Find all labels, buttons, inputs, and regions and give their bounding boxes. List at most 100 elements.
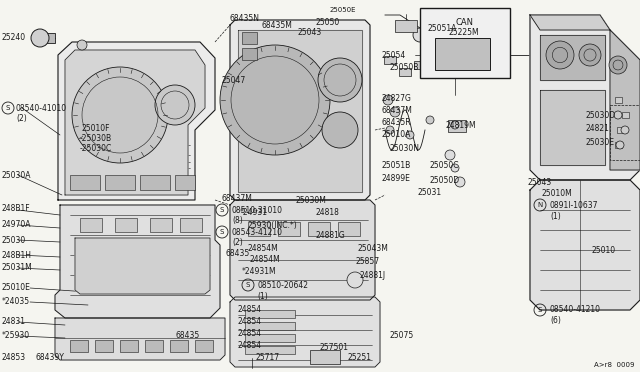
- Polygon shape: [530, 15, 640, 180]
- Text: 24881J: 24881J: [360, 270, 386, 279]
- Text: 08510-20642: 08510-20642: [257, 280, 308, 289]
- Text: 24821: 24821: [585, 124, 609, 132]
- Bar: [338, 222, 360, 236]
- Text: 08510-31010: 08510-31010: [232, 205, 283, 215]
- Circle shape: [445, 150, 455, 160]
- Circle shape: [609, 56, 627, 74]
- Text: 25225M: 25225M: [449, 28, 479, 36]
- Bar: [610, 105, 640, 160]
- Text: -25030B: -25030B: [80, 134, 112, 142]
- Bar: [70, 175, 100, 190]
- Text: 25054: 25054: [382, 51, 406, 60]
- Bar: [150, 218, 172, 232]
- Polygon shape: [55, 205, 220, 318]
- Polygon shape: [530, 15, 610, 30]
- Polygon shape: [540, 35, 605, 80]
- Bar: [622, 112, 629, 118]
- Text: 68435R: 68435R: [382, 118, 412, 126]
- Circle shape: [616, 141, 624, 149]
- Bar: [175, 175, 195, 190]
- Bar: [617, 127, 624, 133]
- Bar: [180, 218, 202, 232]
- Text: 25930(INC.*): 25930(INC.*): [248, 221, 298, 230]
- Text: 24881G: 24881G: [315, 231, 345, 240]
- Circle shape: [347, 272, 363, 288]
- Text: 25050: 25050: [315, 17, 339, 26]
- Text: *25930: *25930: [2, 331, 30, 340]
- Bar: [435, 38, 490, 70]
- Circle shape: [220, 45, 330, 155]
- Text: (1): (1): [550, 212, 561, 221]
- Text: S: S: [220, 229, 224, 235]
- Polygon shape: [230, 200, 375, 300]
- Text: 24819M: 24819M: [445, 121, 476, 129]
- Text: 08540-41010: 08540-41010: [16, 103, 67, 112]
- Polygon shape: [530, 180, 640, 310]
- Circle shape: [318, 58, 362, 102]
- Text: *24035: *24035: [2, 298, 30, 307]
- Text: 25031: 25031: [418, 187, 442, 196]
- Text: 25857: 25857: [355, 257, 379, 266]
- Text: *24931M: *24931M: [242, 267, 276, 276]
- Bar: [310, 350, 340, 364]
- Bar: [384, 56, 396, 64]
- Circle shape: [546, 41, 574, 69]
- Text: 24970A: 24970A: [2, 219, 31, 228]
- Bar: [80, 218, 102, 232]
- Circle shape: [31, 29, 49, 47]
- Text: 24853: 24853: [2, 353, 26, 362]
- Text: 0891I-10637: 0891I-10637: [550, 201, 598, 209]
- Text: 24854M: 24854M: [250, 256, 281, 264]
- Circle shape: [390, 107, 400, 117]
- Circle shape: [72, 67, 168, 163]
- Text: 68439Y: 68439Y: [35, 353, 64, 362]
- Text: 25010M: 25010M: [542, 189, 573, 198]
- Polygon shape: [75, 238, 210, 294]
- Polygon shape: [610, 30, 640, 170]
- Text: 08540-41210: 08540-41210: [550, 305, 601, 314]
- Bar: [615, 142, 622, 148]
- Text: 25030D: 25030D: [585, 110, 615, 119]
- Bar: [414, 61, 426, 69]
- Bar: [140, 175, 170, 190]
- Circle shape: [77, 40, 87, 50]
- Bar: [395, 20, 417, 32]
- Text: 25240: 25240: [2, 32, 26, 42]
- Bar: [448, 120, 466, 132]
- Circle shape: [579, 44, 601, 66]
- Text: (2): (2): [232, 237, 243, 247]
- Bar: [105, 175, 135, 190]
- Bar: [242, 32, 257, 44]
- Text: 25050D: 25050D: [430, 176, 460, 185]
- Bar: [245, 310, 295, 318]
- Bar: [245, 322, 295, 330]
- Text: S: S: [538, 307, 542, 313]
- Circle shape: [383, 95, 393, 105]
- Bar: [245, 346, 295, 354]
- Circle shape: [386, 126, 394, 134]
- Text: S: S: [220, 207, 224, 213]
- Polygon shape: [55, 318, 225, 360]
- Text: 25717: 25717: [255, 353, 279, 362]
- Text: 25030M: 25030M: [295, 196, 326, 205]
- Bar: [278, 222, 300, 236]
- Text: 25043M: 25043M: [358, 244, 389, 253]
- Text: 25050E: 25050E: [330, 7, 356, 13]
- Text: 25251: 25251: [348, 353, 372, 362]
- Bar: [170, 340, 188, 352]
- Polygon shape: [65, 50, 205, 195]
- Text: 25075: 25075: [390, 330, 414, 340]
- Text: S: S: [246, 282, 250, 288]
- Text: 68435M: 68435M: [262, 20, 293, 29]
- Text: 25010E: 25010E: [2, 282, 31, 292]
- Text: 24899E: 24899E: [382, 173, 411, 183]
- Text: 24831: 24831: [2, 317, 26, 327]
- Polygon shape: [230, 20, 370, 200]
- Bar: [248, 222, 270, 236]
- Text: 248B1F: 248B1F: [2, 203, 31, 212]
- Text: 68435N: 68435N: [230, 13, 260, 22]
- Text: A>r8  0009: A>r8 0009: [595, 362, 635, 368]
- Text: 68435: 68435: [175, 331, 199, 340]
- Text: 257501: 257501: [320, 343, 349, 353]
- Circle shape: [413, 28, 427, 42]
